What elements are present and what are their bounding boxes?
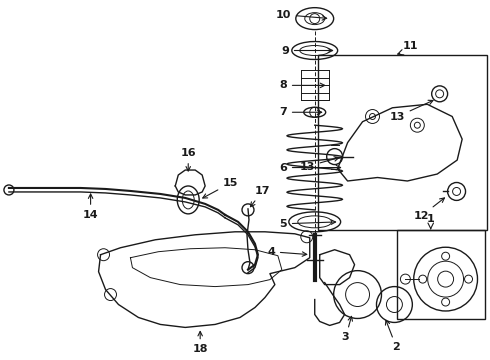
Text: 2: 2	[386, 320, 400, 352]
Text: 10: 10	[275, 10, 327, 20]
Bar	[318, 55, 487, 230]
Text: 16: 16	[180, 148, 196, 171]
Text: 13: 13	[299, 157, 339, 171]
Text: 6: 6	[279, 163, 341, 172]
Text: 8: 8	[279, 80, 325, 90]
Text: 13: 13	[390, 100, 433, 122]
Text: 9: 9	[281, 45, 333, 55]
Bar	[397, 230, 485, 319]
Text: 15: 15	[203, 178, 239, 198]
Text: 17: 17	[250, 186, 270, 207]
Text: 4: 4	[267, 247, 307, 257]
Text: 1: 1	[427, 214, 435, 224]
Text: 7: 7	[279, 107, 321, 117]
Text: 5: 5	[279, 219, 336, 229]
Text: 12: 12	[413, 198, 444, 221]
Text: 18: 18	[193, 332, 208, 354]
Text: 14: 14	[83, 194, 98, 220]
Text: 3: 3	[342, 316, 352, 342]
Text: 11: 11	[403, 41, 418, 50]
